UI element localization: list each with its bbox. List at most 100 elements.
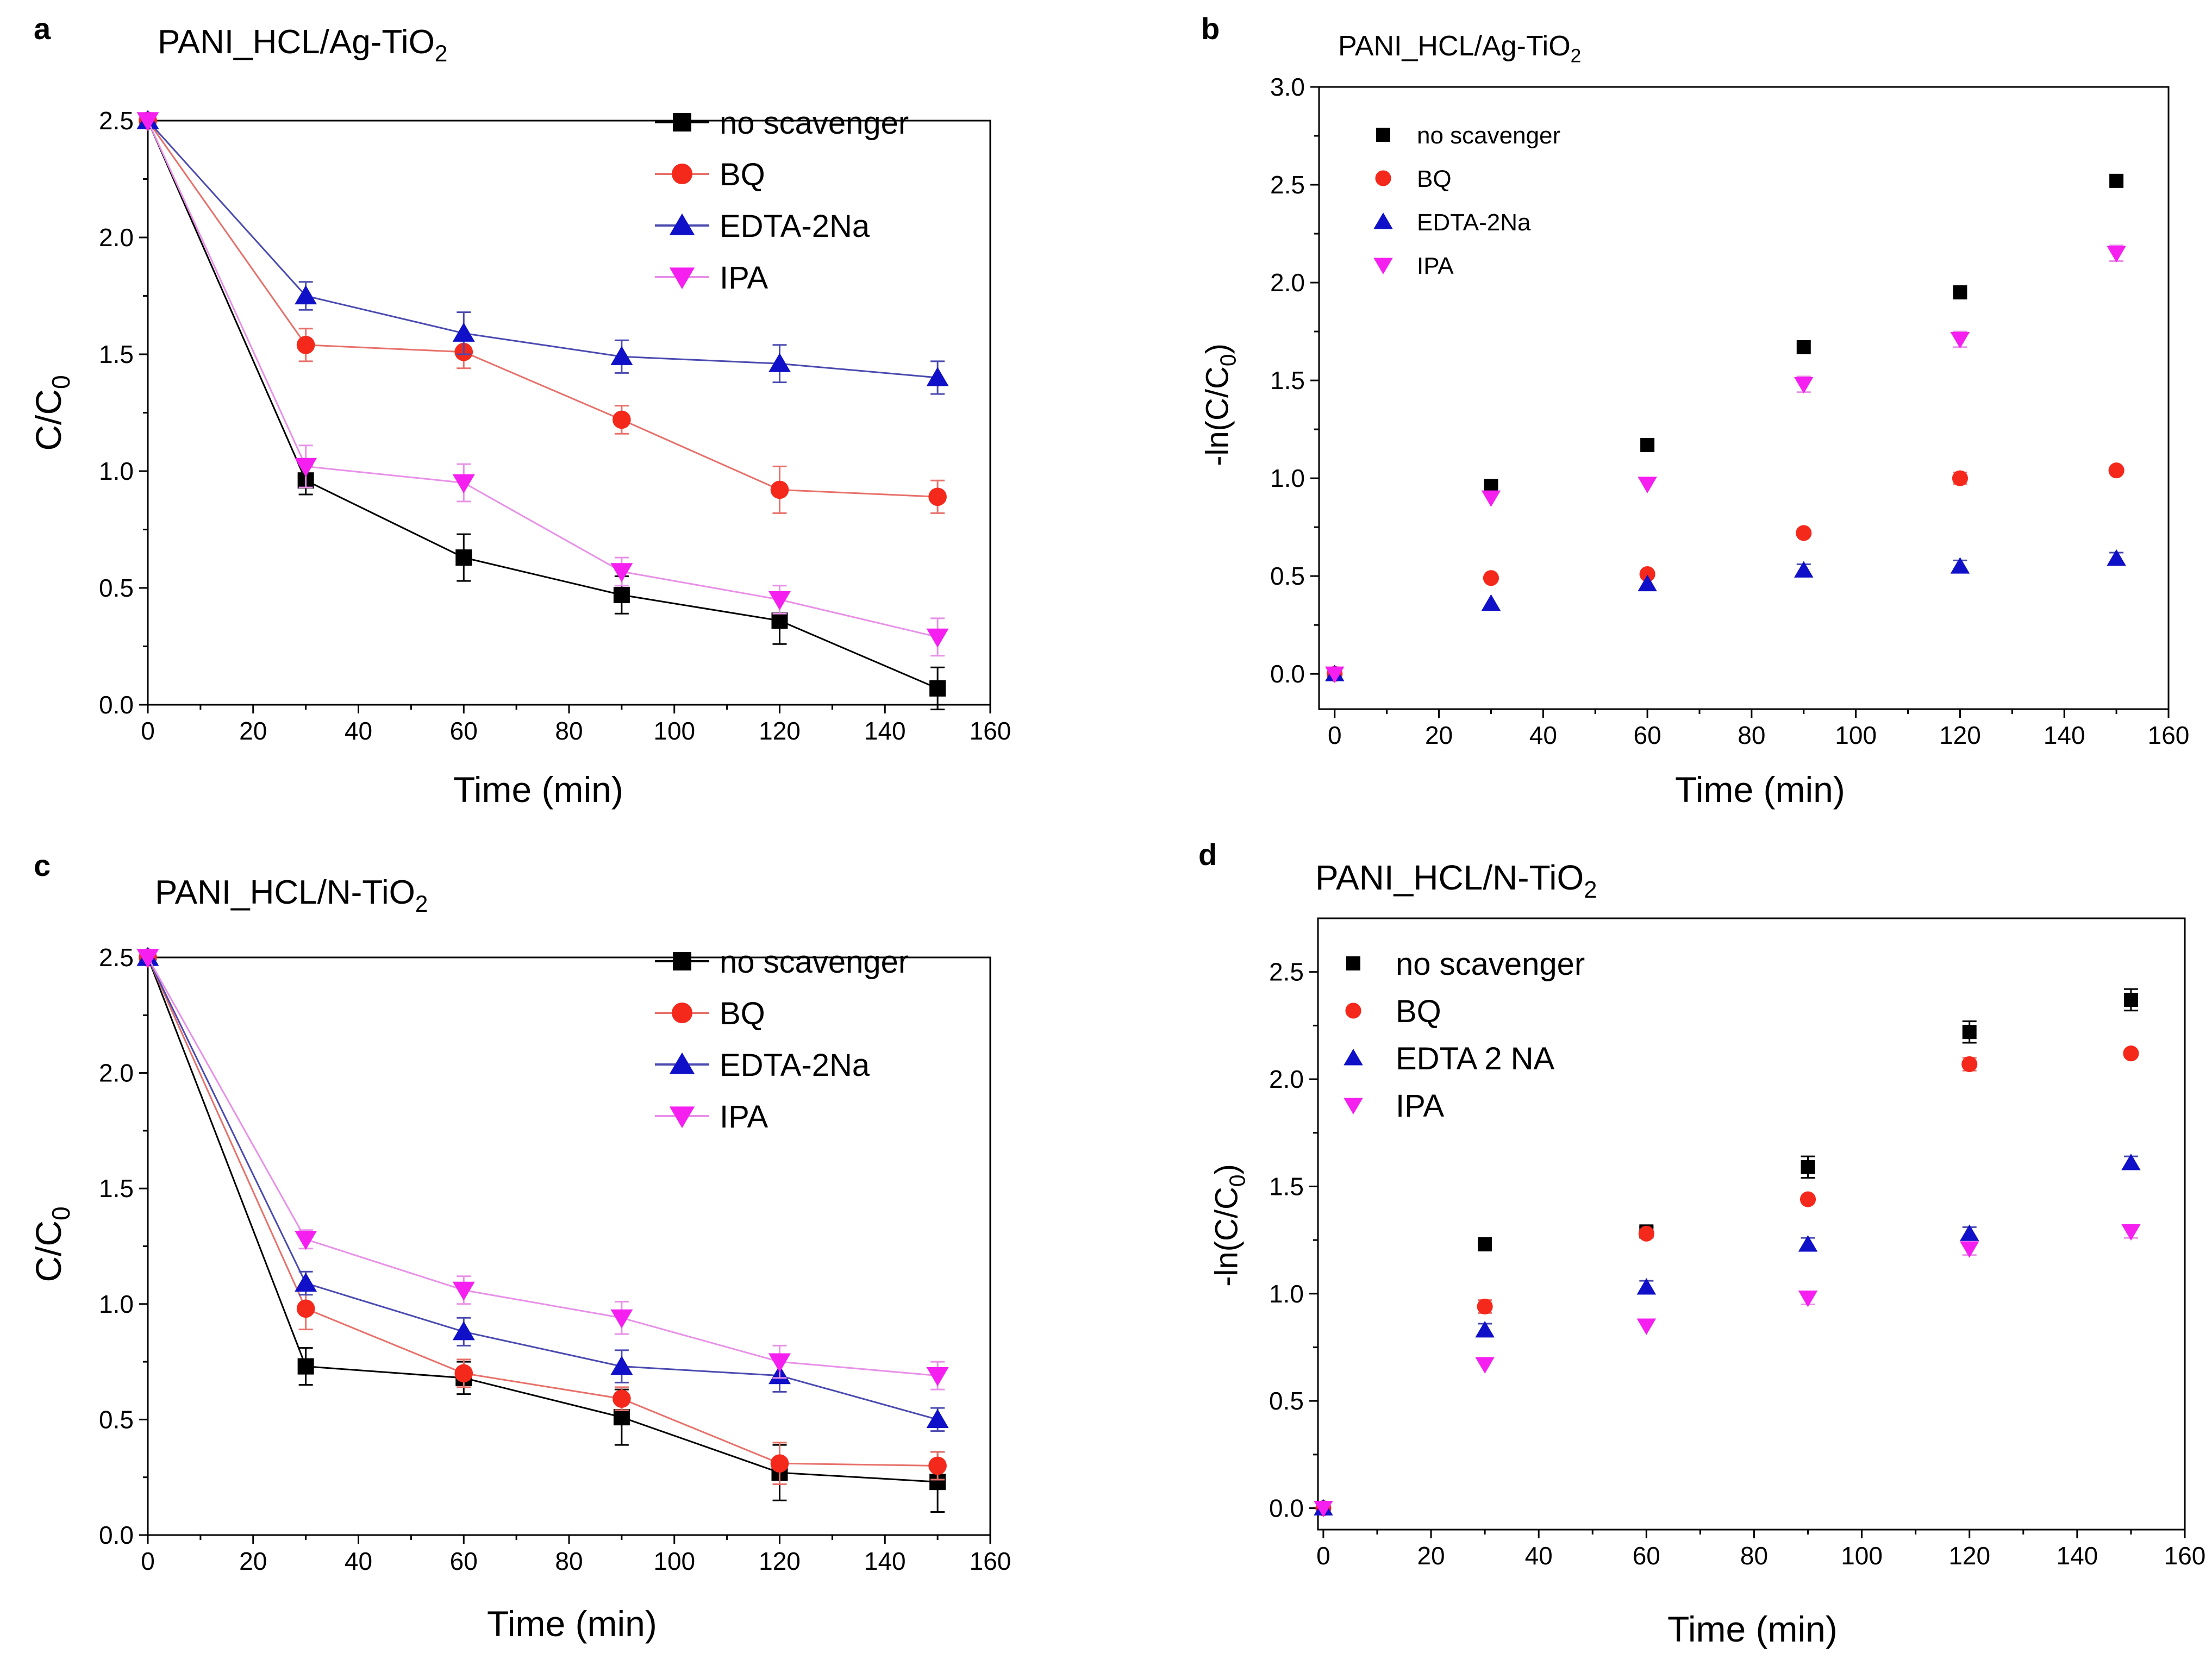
x-tick-label: 0 xyxy=(1328,721,1342,749)
data-point-ipa xyxy=(295,1231,317,1250)
x-tick-label: 40 xyxy=(1525,1542,1553,1570)
data-point-no-scavenger xyxy=(1640,437,1655,452)
data-point-ipa xyxy=(768,591,791,610)
y-tick-label: 2.5 xyxy=(1269,958,1304,986)
data-point-no-scavenger xyxy=(455,549,472,566)
data-point-no-scavenger xyxy=(929,680,946,697)
series-line-edta xyxy=(147,120,938,379)
data-point-bq xyxy=(1477,1298,1493,1315)
y-tick-label: 1.0 xyxy=(1269,1280,1304,1308)
data-point-no-scavenger xyxy=(613,1409,630,1426)
data-point-ipa xyxy=(1959,1241,1979,1258)
legend-marker-no-scavenger xyxy=(673,113,691,131)
x-tick-label: 80 xyxy=(1738,721,1765,749)
data-point-ipa xyxy=(1475,1357,1495,1374)
data-point-ipa xyxy=(1325,666,1345,684)
y-axis-label-subscript: 0 xyxy=(1224,1174,1250,1187)
x-tick-label: 60 xyxy=(450,1547,478,1575)
y-tick-label: 0.0 xyxy=(99,1521,134,1549)
x-tick-label: 140 xyxy=(864,717,906,745)
data-point-bq xyxy=(1961,1056,1978,1072)
x-tick-label: 60 xyxy=(1634,721,1661,749)
legend-label-ipa: IPA xyxy=(1417,253,1454,279)
title-subscript: 2 xyxy=(434,40,448,66)
data-point-no-scavenger xyxy=(1801,1160,1815,1174)
x-tick-label: 100 xyxy=(653,1547,695,1575)
y-tick-label: 2.0 xyxy=(1269,1065,1304,1093)
y-tick-label: 2.5 xyxy=(1270,171,1305,199)
y-tick-label: 1.5 xyxy=(1270,366,1305,394)
panel-title: PANI_HCL/N-TiO2 xyxy=(155,873,428,917)
y-tick-label: 0.5 xyxy=(1269,1387,1304,1415)
data-point-ipa xyxy=(926,628,949,648)
y-tick-label: 0.5 xyxy=(1270,562,1305,590)
data-point-ipa xyxy=(136,949,159,968)
data-point-edta xyxy=(1638,574,1657,592)
y-tick-label: 2.0 xyxy=(99,223,134,252)
y-axis-label-text: -ln(C/C xyxy=(1209,1187,1245,1287)
title-subscript: 2 xyxy=(1570,45,1582,67)
plot-frame xyxy=(1318,86,2170,710)
title-subscript: 2 xyxy=(1584,877,1597,904)
data-point-ipa xyxy=(295,458,317,477)
x-tick-label: 0 xyxy=(141,717,155,745)
series-line-ipa xyxy=(147,957,938,1377)
data-point-no-scavenger xyxy=(613,586,630,603)
x-tick-label: 20 xyxy=(239,1547,267,1575)
legend-label-ipa: IPA xyxy=(1396,1088,1444,1124)
x-tick-label: 60 xyxy=(450,717,478,745)
data-point-ipa xyxy=(1636,1318,1657,1335)
x-axis-label: Time (min) xyxy=(1675,769,1845,810)
legend-marker-no-scavenger xyxy=(1376,128,1390,142)
data-point-bq xyxy=(2123,1045,2139,1062)
y-tick-label: 0.0 xyxy=(99,691,134,719)
data-point-no-scavenger xyxy=(297,1358,314,1375)
data-point-edta xyxy=(1636,1278,1657,1295)
data-point-ipa xyxy=(1481,490,1501,508)
x-tick-label: 40 xyxy=(345,1547,372,1575)
data-point-ipa xyxy=(136,112,159,131)
x-tick-label: 160 xyxy=(970,1547,1011,1575)
data-point-edta xyxy=(1798,1235,1818,1252)
y-tick-label: 0.5 xyxy=(99,1405,134,1433)
y-tick-label: 0.0 xyxy=(1269,1494,1304,1523)
y-tick-label: 1.0 xyxy=(99,457,134,485)
y-tick-label: 1.5 xyxy=(99,340,134,368)
legend-marker-bq xyxy=(1345,1003,1361,1019)
x-tick-label: 140 xyxy=(864,1547,906,1575)
data-point-ipa xyxy=(1314,1501,1333,1518)
data-point-no-scavenger xyxy=(2123,993,2138,1007)
title-text: PANI_HCL/Ag-TiO xyxy=(1338,30,1571,62)
legend-marker-edta xyxy=(1373,212,1393,229)
data-point-ipa xyxy=(452,1281,475,1301)
title-subscript: 2 xyxy=(415,891,428,917)
x-tick-label: 20 xyxy=(239,717,267,745)
series-line-no-scavenger xyxy=(147,120,938,690)
legend-label-ipa: IPA xyxy=(720,1099,768,1135)
y-tick-label: 2.0 xyxy=(1270,268,1305,297)
data-point-edta xyxy=(768,353,791,372)
y-tick-label: 0.0 xyxy=(1270,660,1305,688)
legend-marker-ipa xyxy=(669,1106,695,1129)
panel-b: b PANI_HCL/Ag-TiO2 0 20 40 60 80 100 120 140 160… xyxy=(1199,11,2189,810)
panel-label: d xyxy=(1198,837,1217,872)
x-tick-label: 80 xyxy=(1740,1542,1768,1570)
legend-marker-bq xyxy=(671,163,693,185)
x-tick-label: 0 xyxy=(1316,1542,1330,1570)
data-point-no-scavenger xyxy=(2109,173,2124,188)
x-tick-label: 20 xyxy=(1425,721,1453,749)
y-tick-label: 2.5 xyxy=(99,943,134,972)
y-tick-label: 1.0 xyxy=(99,1290,134,1318)
data-point-edta xyxy=(610,346,633,365)
x-tick-label: 120 xyxy=(1939,721,1981,749)
series-line-edta xyxy=(147,957,938,1420)
data-point-edta xyxy=(1481,594,1501,611)
x-tick-label: 120 xyxy=(759,1547,801,1575)
data-point-ipa xyxy=(1798,1291,1818,1307)
data-point-bq xyxy=(928,1456,947,1475)
chart-b: 0 20 40 60 80 100 120 140 160 0.0 0.5 1.0 1.5 2.0 2.5 3… xyxy=(1270,73,2189,749)
data-point-ipa xyxy=(1638,477,1657,493)
series-line-no-scavenger xyxy=(147,957,938,1483)
x-tick-label: 40 xyxy=(1529,721,1557,749)
